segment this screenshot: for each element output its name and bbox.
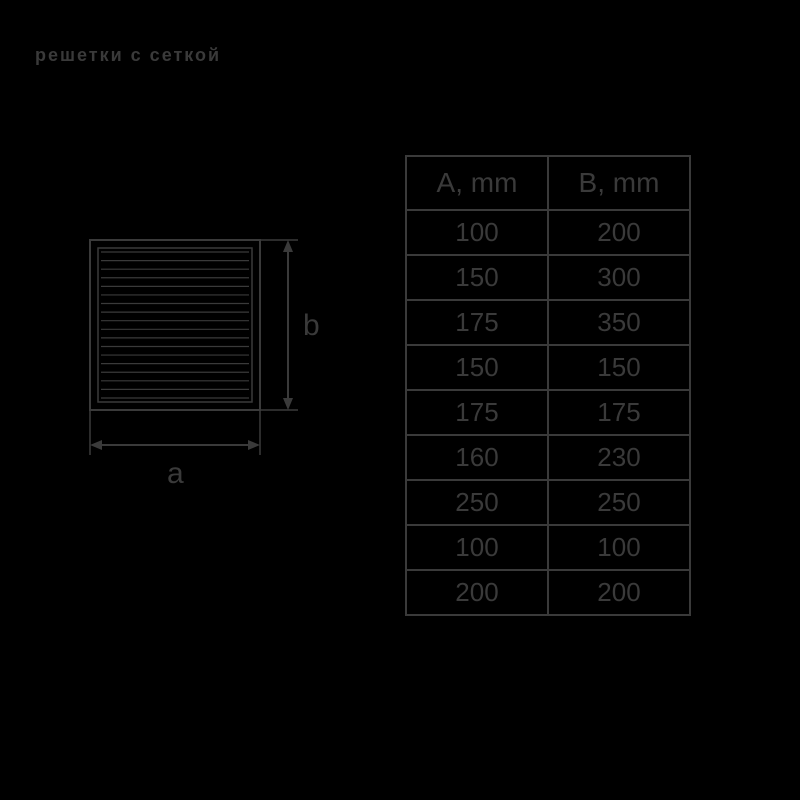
table-row: 175350 <box>406 300 690 345</box>
table-header-0: A, mm <box>406 156 548 210</box>
page-title: решетки с сеткой <box>35 45 221 66</box>
table-cell: 160 <box>406 435 548 480</box>
table-row: 200200 <box>406 570 690 615</box>
table-row: 100200 <box>406 210 690 255</box>
table-cell: 100 <box>548 525 690 570</box>
table-row: 250250 <box>406 480 690 525</box>
table-cell: 100 <box>406 210 548 255</box>
table-row: 150150 <box>406 345 690 390</box>
table-cell: 230 <box>548 435 690 480</box>
table-cell: 350 <box>548 300 690 345</box>
grille-diagram: ba <box>70 230 350 550</box>
table-cell: 100 <box>406 525 548 570</box>
table-cell: 300 <box>548 255 690 300</box>
svg-text:a: a <box>167 457 184 490</box>
table-cell: 175 <box>406 300 548 345</box>
table-row: 175175 <box>406 390 690 435</box>
table-cell: 200 <box>406 570 548 615</box>
table-cell: 250 <box>548 480 690 525</box>
table-row: 160230 <box>406 435 690 480</box>
svg-text:b: b <box>303 309 320 342</box>
table-cell: 175 <box>406 390 548 435</box>
table-cell: 200 <box>548 570 690 615</box>
table-cell: 175 <box>548 390 690 435</box>
table-cell: 150 <box>406 255 548 300</box>
table-cell: 150 <box>406 345 548 390</box>
dimensions-table: A, mmB, mm 10020015030017535015015017517… <box>405 155 691 616</box>
table-cell: 200 <box>548 210 690 255</box>
table-cell: 250 <box>406 480 548 525</box>
table-cell: 150 <box>548 345 690 390</box>
table-row: 100100 <box>406 525 690 570</box>
table-row: 150300 <box>406 255 690 300</box>
table-header-1: B, mm <box>548 156 690 210</box>
